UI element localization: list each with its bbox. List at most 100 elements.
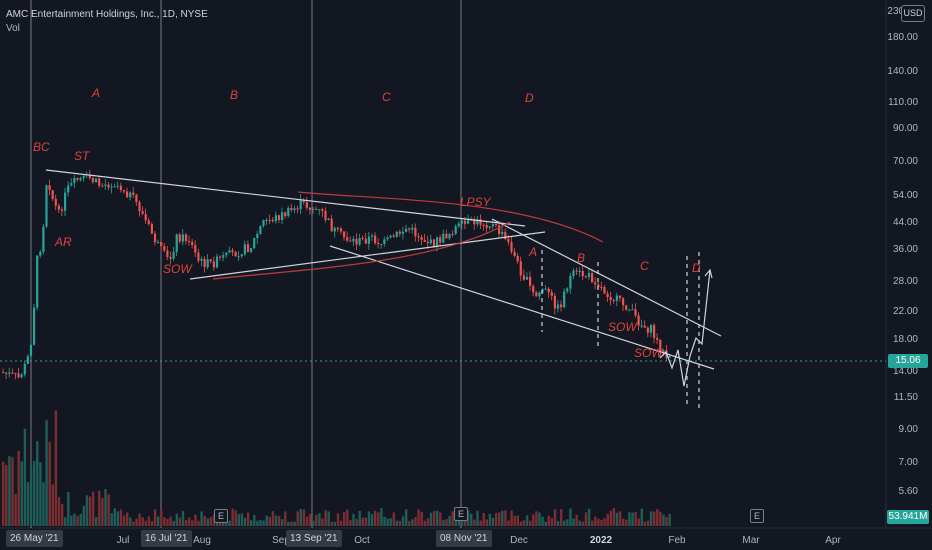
time-label: Feb bbox=[668, 535, 686, 546]
volume-bar bbox=[172, 520, 175, 526]
currency-button[interactable]: USD bbox=[901, 5, 925, 22]
candle-body bbox=[243, 244, 246, 255]
candle-body bbox=[265, 219, 268, 221]
candle-body bbox=[57, 205, 60, 210]
candle-body bbox=[634, 309, 637, 316]
volume-bar bbox=[163, 517, 166, 526]
candle-body bbox=[445, 233, 448, 239]
volume-bar bbox=[150, 521, 154, 526]
earnings-event-icon[interactable]: E bbox=[750, 509, 764, 523]
candle-body bbox=[259, 225, 262, 234]
volume-bar bbox=[277, 516, 281, 526]
candle-body bbox=[194, 245, 197, 253]
volume-bar bbox=[451, 511, 454, 526]
volume-bar bbox=[609, 510, 612, 526]
candle-body bbox=[646, 327, 649, 333]
volume-bar bbox=[39, 462, 42, 526]
candle-body bbox=[5, 372, 8, 374]
volume-bar bbox=[454, 520, 457, 526]
volume-bar bbox=[26, 482, 30, 526]
volume-bar bbox=[166, 518, 169, 526]
volume-bar bbox=[60, 503, 64, 526]
projection-arrowhead bbox=[704, 268, 713, 279]
candle-body bbox=[215, 256, 219, 268]
candle-body bbox=[132, 192, 135, 195]
candle-body bbox=[510, 242, 513, 252]
volume-bar bbox=[432, 510, 436, 526]
candle-body bbox=[584, 276, 587, 278]
candle-body bbox=[305, 202, 308, 208]
candle-body bbox=[160, 242, 163, 247]
symbol-title: AMC Entertainment Holdings, Inc., 1D, NY… bbox=[6, 9, 208, 20]
candle-body bbox=[293, 208, 296, 210]
candle-body bbox=[88, 174, 91, 179]
candle-body bbox=[473, 219, 476, 225]
arc bbox=[212, 221, 511, 280]
candle-body bbox=[119, 185, 122, 191]
volume-bar bbox=[473, 519, 476, 526]
volume-bar bbox=[144, 520, 147, 526]
volume-bar bbox=[54, 410, 58, 526]
candle-body bbox=[79, 177, 82, 180]
candle-body bbox=[203, 258, 206, 268]
candle-body bbox=[504, 231, 507, 240]
volume-bar bbox=[587, 508, 591, 526]
candle-body bbox=[45, 185, 48, 227]
volume-bar bbox=[274, 515, 278, 526]
volume-bar bbox=[135, 518, 138, 526]
candle-body bbox=[8, 372, 11, 374]
volume-bar bbox=[36, 441, 39, 526]
candle-body bbox=[463, 220, 467, 224]
candle-body bbox=[538, 292, 541, 297]
wyckoff-label: SOW bbox=[163, 262, 193, 276]
volume-bar bbox=[191, 520, 194, 526]
volume-bar bbox=[448, 515, 451, 526]
candle-body bbox=[529, 276, 532, 286]
candle-body bbox=[513, 251, 516, 256]
volume-bar bbox=[538, 512, 541, 526]
volume-bar bbox=[643, 521, 647, 526]
candle-body bbox=[609, 297, 612, 301]
volume-bar bbox=[631, 512, 634, 526]
volume-bar bbox=[401, 516, 405, 526]
candle-body bbox=[662, 350, 665, 353]
price-tick: 7.00 bbox=[899, 457, 919, 468]
price-tick: 22.00 bbox=[893, 306, 918, 317]
candle-body bbox=[436, 237, 439, 247]
candle-body bbox=[547, 288, 550, 293]
price-tick: 36.00 bbox=[893, 244, 918, 255]
volume-bar bbox=[420, 511, 423, 526]
candle-body bbox=[60, 209, 64, 211]
earnings-event-icon[interactable]: E bbox=[454, 507, 468, 521]
price-tick: 70.00 bbox=[893, 156, 918, 167]
volume-bar bbox=[591, 520, 594, 526]
candle-body bbox=[405, 228, 408, 232]
candle-body bbox=[603, 287, 606, 294]
candle-body bbox=[228, 250, 231, 253]
subwave-label: A bbox=[528, 245, 537, 259]
candle-body bbox=[448, 233, 451, 239]
candle-body bbox=[33, 307, 36, 345]
candle-body bbox=[442, 233, 445, 243]
volume-bar bbox=[349, 520, 352, 526]
earnings-event-icon[interactable]: E bbox=[214, 509, 228, 523]
candle-body bbox=[253, 238, 256, 249]
time-label: Aug bbox=[193, 535, 211, 546]
volume-bar bbox=[494, 513, 498, 526]
volume-bar bbox=[265, 515, 268, 526]
price-tick: 44.00 bbox=[893, 217, 918, 228]
candle-body bbox=[308, 207, 312, 210]
volume-bar bbox=[29, 465, 33, 526]
volume-bar bbox=[556, 521, 560, 526]
volume-bar bbox=[532, 514, 535, 526]
volume-bar bbox=[284, 511, 287, 526]
candle-body bbox=[649, 325, 653, 333]
volume-bar bbox=[668, 513, 671, 526]
date-marker: 08 Nov '21 bbox=[436, 530, 492, 547]
candle-body bbox=[494, 224, 498, 226]
volume-bar bbox=[293, 521, 296, 526]
volume-bar bbox=[107, 494, 110, 526]
volume-bar bbox=[67, 491, 70, 526]
volume-bar bbox=[287, 521, 290, 526]
